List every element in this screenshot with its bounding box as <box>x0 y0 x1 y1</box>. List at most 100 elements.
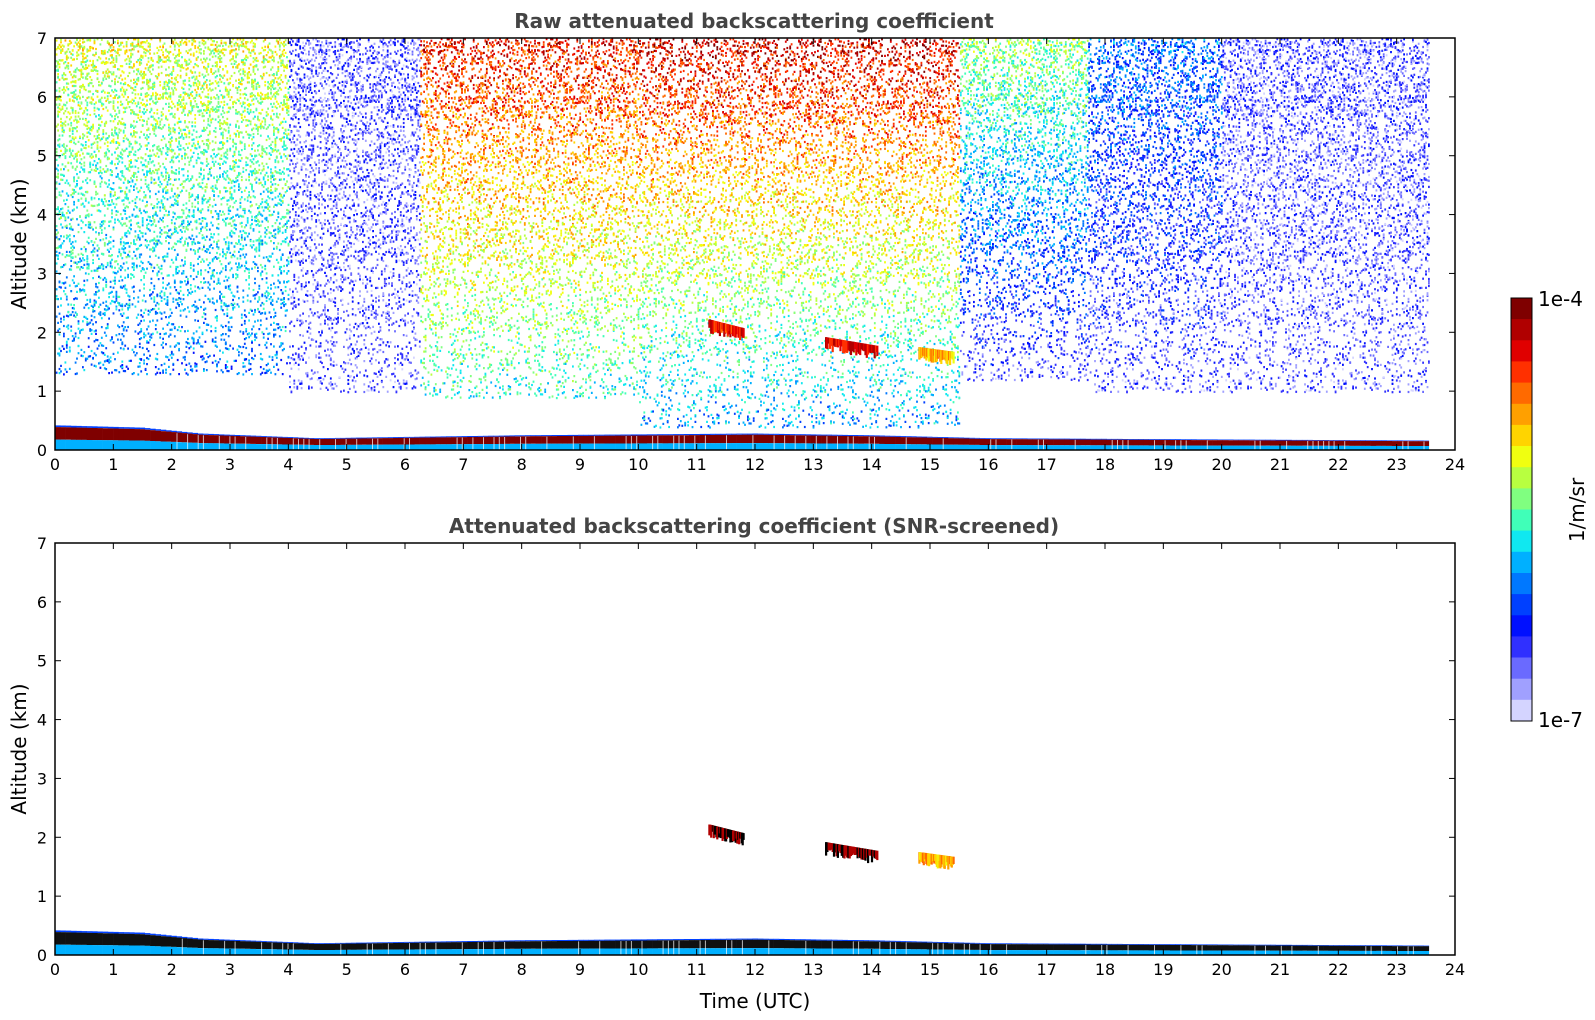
noise-cell <box>162 51 164 53</box>
noise-cell <box>113 120 115 122</box>
noise-cell <box>152 94 154 96</box>
noise-cell <box>56 196 58 198</box>
noise-cell <box>113 245 115 247</box>
noise-cell <box>86 258 88 260</box>
noise-cell <box>174 249 176 251</box>
noise-cell <box>139 107 141 109</box>
noise-cell <box>153 112 155 114</box>
noise-cell <box>175 79 177 81</box>
noise-cell <box>146 123 148 125</box>
noise-cell <box>67 65 69 67</box>
noise-cell <box>81 63 83 65</box>
noise-cell <box>124 127 126 129</box>
noise-cell <box>146 240 148 242</box>
noise-cell <box>135 230 137 232</box>
noise-cell <box>174 335 176 337</box>
noise-cell <box>165 115 167 117</box>
noise-cell <box>183 174 185 176</box>
noise-cell <box>181 135 183 137</box>
noise-cell <box>57 77 59 79</box>
noise-cell <box>149 168 151 170</box>
noise-cell <box>120 101 122 103</box>
noise-cell <box>116 90 118 92</box>
noise-cell <box>139 238 141 240</box>
noise-cell <box>145 52 147 54</box>
noise-cell <box>152 149 154 151</box>
noise-cell <box>153 344 155 346</box>
noise-cell <box>188 88 190 90</box>
noise-cell <box>174 105 176 107</box>
noise-cell <box>186 103 188 105</box>
noise-cell <box>116 127 118 129</box>
noise-cell <box>117 271 119 273</box>
noise-cell <box>116 334 118 336</box>
noise-cell <box>148 325 150 327</box>
noise-cell <box>113 182 115 184</box>
noise-cell <box>116 300 118 302</box>
noise-cell <box>164 124 166 126</box>
noise-cell <box>172 195 174 197</box>
noise-cell <box>145 74 147 76</box>
noise-cell <box>57 258 59 260</box>
noise-cell <box>168 359 170 361</box>
noise-cell <box>167 189 169 191</box>
noise-cell <box>127 276 129 278</box>
noise-cell <box>124 78 126 80</box>
noise-cell <box>129 191 131 193</box>
noise-cell <box>60 223 62 225</box>
noise-cell <box>170 266 172 268</box>
noise-cell <box>190 365 192 367</box>
noise-cell <box>121 154 123 156</box>
noise-cell <box>149 339 151 341</box>
noise-cell <box>66 296 68 298</box>
noise-cell <box>177 254 179 256</box>
noise-cell <box>148 61 150 63</box>
noise-cell <box>171 107 173 109</box>
noise-cell <box>133 70 135 72</box>
noise-cell <box>63 143 65 145</box>
noise-cell <box>123 312 125 314</box>
noise-cell <box>73 157 75 159</box>
noise-cell <box>95 48 97 50</box>
noise-cell <box>177 146 179 148</box>
noise-cell <box>130 151 132 153</box>
noise-cell <box>164 208 166 210</box>
noise-cell <box>130 61 132 63</box>
noise-cell <box>159 337 161 339</box>
noise-cell <box>161 233 163 235</box>
noise-cell <box>102 103 104 105</box>
noise-cell <box>149 49 151 51</box>
noise-cell <box>60 118 62 120</box>
noise-cell <box>78 320 80 322</box>
noise-cell <box>151 337 153 339</box>
noise-cell <box>187 178 189 180</box>
noise-cell <box>151 293 153 295</box>
noise-cell <box>190 262 192 264</box>
noise-cell <box>159 186 161 188</box>
noise-cell <box>63 333 65 335</box>
noise-cell <box>184 163 186 165</box>
noise-cell <box>95 365 97 367</box>
noise-cell <box>153 205 155 207</box>
noise-cell <box>121 361 123 363</box>
noise-cell <box>66 227 68 229</box>
noise-cell <box>65 61 67 63</box>
noise-cell <box>143 77 145 79</box>
noise-cell <box>161 265 163 267</box>
noise-cell <box>127 274 129 276</box>
noise-cell <box>162 347 164 349</box>
noise-cell <box>156 77 158 79</box>
noise-cell <box>127 348 129 350</box>
noise-cell <box>180 241 182 243</box>
noise-cell <box>165 175 167 177</box>
noise-cell <box>135 89 137 91</box>
noise-cell <box>136 179 138 181</box>
noise-cell <box>187 282 189 284</box>
noise-cell <box>172 184 174 186</box>
noise-cell <box>60 350 62 352</box>
noise-cell <box>67 94 69 96</box>
noise-cell <box>162 147 164 149</box>
noise-cell <box>73 235 75 237</box>
noise-cell <box>113 240 115 242</box>
noise-cell <box>187 278 189 280</box>
